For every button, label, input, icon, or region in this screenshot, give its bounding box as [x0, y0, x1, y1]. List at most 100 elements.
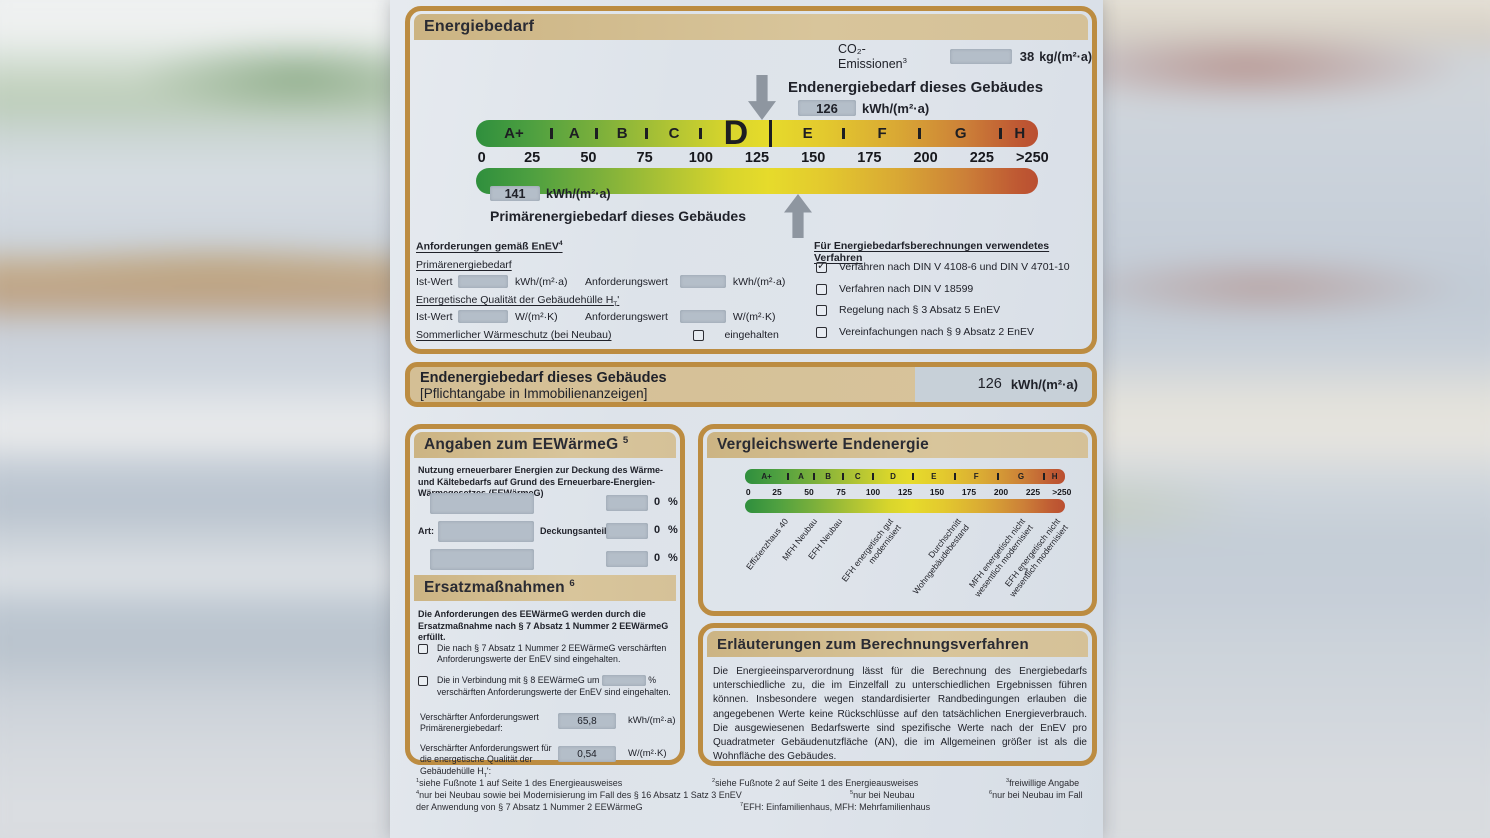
req2-field[interactable]: 0,54 — [558, 746, 616, 762]
percent-value: 0 — [654, 496, 661, 508]
endenergie-label: Endenergiebedarf dieses Gebäudes — [788, 79, 1044, 96]
energy-scale-gradient-bar — [476, 168, 1038, 194]
sommer-waermeschutz-row: Sommerlicher Wärmeschutz (bei Neubau) ei… — [416, 329, 779, 341]
share-field[interactable] — [606, 551, 648, 567]
checkbox[interactable] — [816, 326, 827, 338]
verfahren-option: Regelung nach § 3 Absatz 5 EnEV — [816, 304, 1096, 316]
share-field[interactable] — [606, 523, 648, 539]
tick-label: 0 — [477, 150, 486, 166]
verfahren-option: Vereinfachungen nach § 9 Absatz 2 EnEV — [816, 326, 1096, 338]
tick-label: 100 — [865, 487, 881, 497]
energy-type-field[interactable] — [438, 521, 534, 542]
tick-label: 200 — [993, 487, 1009, 497]
primaer-value: 141 — [504, 186, 526, 201]
banner-value-area — [915, 367, 1092, 402]
checkbox[interactable] — [816, 283, 827, 295]
percent-unit: % — [668, 496, 678, 508]
tick-label: 25 — [524, 150, 541, 166]
blurred-backdrop-left — [0, 0, 410, 838]
tick-label: >250 — [1052, 487, 1072, 497]
tick-label: 75 — [836, 487, 846, 497]
tick-label: 25 — [772, 487, 782, 497]
ist-wert-label: Ist-Wert — [416, 275, 453, 288]
scale-class-letter: H — [1051, 472, 1058, 481]
endenergie-value: 126 — [816, 100, 838, 116]
scale-class-letter: C — [843, 472, 875, 481]
banner-subtitle: [Pflichtangabe in Immobilienanzeigen] — [420, 386, 648, 401]
req1-field[interactable]: 65,8 — [558, 713, 616, 729]
ersatz-check-1: Die nach § 7 Absatz 1 Nummer 2 EEWärmeG … — [418, 643, 679, 666]
percent-unit: % — [668, 552, 678, 564]
ersatz-check-2: Die in Verbindung mit § 8 EEWärmeG um % … — [418, 675, 683, 699]
ersatz-heading: Ersatzmaßnahmen 6 — [424, 578, 575, 597]
co2-emissions-row: CO₂-Emissionen3 38 kg/(m²·a) — [838, 42, 1092, 71]
banner-unit: kWh/(m²·a) — [1010, 376, 1078, 392]
anforderungswert-field[interactable] — [679, 310, 726, 323]
comparison-gradient-bar — [745, 499, 1065, 513]
unit-label: kWh/(m²·a) — [732, 275, 786, 288]
ist-wert-field[interactable] — [458, 275, 508, 288]
scale-class-letter: E — [913, 472, 956, 481]
eewaermeg-heading: Angaben zum EEWärmeG 5 — [424, 435, 629, 454]
comparison-labels: Effizienzhaus 40 MFH Neubau EFH Neubau EFH … — [703, 429, 1102, 621]
eewaermeg-row-3: 0 % — [410, 549, 680, 571]
eewaermeg-row-2: Art: Deckungsanteil: 0 % — [410, 521, 680, 543]
footnote-2: 2siehe Fußnote 2 auf Seite 1 des Energie… — [712, 778, 919, 788]
endenergie-unit: kWh/(m²·a) — [862, 100, 930, 116]
scale-class-letter: H — [1014, 125, 1026, 142]
eewaermeg-section: Angaben zum EEWärmeG 5 Nutzung erneuerba… — [405, 424, 685, 779]
endenergie-value-field[interactable]: 126 — [798, 100, 856, 116]
verfahren-checkbox-list: ✓ Verfahren nach DIN V 4108-6 und DIN V … — [816, 260, 1096, 347]
unit-label: W/(m²·K) — [515, 310, 558, 323]
verfahren-option: Verfahren nach DIN V 18599 — [816, 283, 1096, 295]
anforderungswert-field[interactable] — [679, 275, 726, 288]
checkbox[interactable]: ✓ — [816, 260, 827, 273]
footnote-1: 1siehe Fußnote 1 auf Seite 1 des Energie… — [416, 778, 623, 788]
anforderungen-heading: Anforderungen gemäß EnEV4 — [416, 240, 563, 253]
vergleich-heading: Vergleichswerte Endenergie — [717, 436, 929, 453]
eingehalten-checkbox[interactable] — [693, 329, 705, 341]
tick-label: 225 — [969, 150, 994, 166]
verfahren-option: ✓ Verfahren nach DIN V 4108-6 und DIN V … — [816, 260, 1096, 273]
primaer-value-row: 141 kWh/(m²·a) — [490, 186, 611, 201]
comparison-scale-letter-band: A+ A B C D E F G H — [745, 469, 1065, 484]
eingehalten-label: eingehalten — [724, 329, 779, 341]
verfahren-option-label: Regelung nach § 3 Absatz 5 EnEV — [839, 304, 1001, 316]
erlaeuterungen-body: Die Energieeinsparverordnung lässt für d… — [713, 666, 1087, 763]
erlaeuterungen-heading: Erläuterungen zum Berechnungsverfahren — [717, 635, 1029, 653]
checkbox[interactable] — [816, 305, 827, 316]
energy-type-field[interactable] — [430, 493, 534, 514]
req1-label: Verschärfter Anforderungswert Primärener… — [420, 712, 539, 734]
scale-class-letter: A — [788, 472, 815, 481]
share-field[interactable] — [606, 495, 648, 511]
banner-value-row: 126 kWh/(m²·a) — [978, 376, 1078, 392]
unit-label: kWh/(m²·a) — [515, 275, 568, 288]
co2-value: 38 — [1019, 49, 1035, 65]
scale-class-letter: A+ — [476, 125, 553, 142]
req1-unit: kWh/(m²·a) — [628, 715, 676, 726]
req2-unit: W/(m²·K) — [628, 748, 667, 759]
eewaermeg-row-1: 0 % — [410, 493, 680, 515]
deckungsanteil-label: Deckungsanteil: — [540, 526, 610, 536]
vergleich-footnote-mark: 7 — [1023, 567, 1029, 577]
primaer-value-field[interactable]: 141 — [490, 186, 540, 201]
tick-label: 225 — [1025, 487, 1041, 497]
percent-field[interactable] — [601, 675, 646, 687]
percent-value: 0 — [654, 524, 661, 536]
verfahren-option-label: Vereinfachungen nach § 9 Absatz 2 EnEV — [839, 325, 1034, 338]
co2-unit: kg/(m²·a) — [1039, 49, 1092, 64]
checkbox[interactable] — [418, 676, 428, 686]
scale-class-letter: D — [873, 472, 914, 481]
footnote-4: 4nur bei Neubau sowie bei Modernisierung… — [416, 790, 742, 800]
scale-class-letter: B — [814, 472, 844, 481]
primaer-label: Primärenergiebedarf dieses Gebäudes — [490, 208, 746, 224]
huelle-heading: Energetische Qualität der Gebäudehülle H… — [416, 294, 620, 309]
anforderungswert-label: Anforderungswert — [585, 275, 668, 288]
checkbox[interactable] — [418, 644, 428, 654]
energy-scale-ticks: 0 25 50 75 100 125 150 175 200 225 >250 — [476, 150, 1049, 166]
co2-value-field[interactable] — [950, 49, 1012, 65]
ist-wert-field[interactable] — [458, 310, 508, 323]
energy-type-field[interactable] — [430, 549, 534, 570]
scale-class-letter: A — [552, 125, 598, 142]
verfahren-heading: Für Energiebedarfsberechnungen verwendet… — [814, 240, 1050, 264]
